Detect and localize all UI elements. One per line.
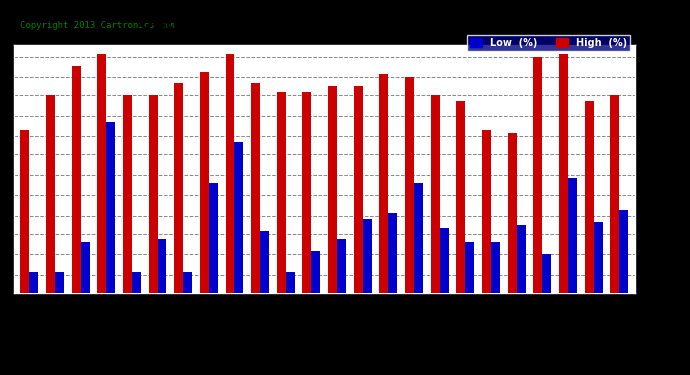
- Bar: [106, 122, 115, 351]
- Bar: [584, 101, 593, 351]
- Text: Outdoor Humidity Daily High/Low 20130725: Outdoor Humidity Daily High/Low 20130725: [139, 15, 551, 33]
- Bar: [251, 83, 260, 351]
- Bar: [466, 242, 475, 351]
- Bar: [174, 83, 183, 351]
- Bar: [209, 183, 218, 351]
- Bar: [97, 54, 106, 351]
- Bar: [593, 222, 603, 351]
- Bar: [46, 95, 55, 351]
- Bar: [380, 75, 388, 351]
- Bar: [277, 92, 286, 351]
- Bar: [72, 66, 81, 351]
- Bar: [611, 95, 620, 351]
- Bar: [328, 86, 337, 351]
- Bar: [81, 242, 90, 351]
- Bar: [482, 130, 491, 351]
- Bar: [311, 251, 320, 351]
- Bar: [235, 142, 244, 351]
- Bar: [226, 54, 235, 351]
- Bar: [568, 178, 577, 351]
- Bar: [123, 95, 132, 351]
- Bar: [20, 130, 29, 351]
- Bar: [457, 101, 466, 351]
- Bar: [363, 219, 372, 351]
- Bar: [148, 95, 157, 351]
- Bar: [200, 72, 209, 351]
- Bar: [55, 272, 64, 351]
- Text: Copyright 2013 Cartronics.com: Copyright 2013 Cartronics.com: [20, 21, 176, 30]
- Bar: [440, 228, 449, 351]
- Legend: Low  (%), High  (%): Low (%), High (%): [467, 35, 630, 51]
- Bar: [431, 95, 440, 351]
- Bar: [183, 272, 192, 351]
- Bar: [157, 240, 166, 351]
- Bar: [337, 240, 346, 351]
- Bar: [533, 57, 542, 351]
- Bar: [354, 86, 363, 351]
- Bar: [491, 242, 500, 351]
- Bar: [260, 231, 269, 351]
- Bar: [286, 272, 295, 351]
- Bar: [620, 210, 629, 351]
- Bar: [29, 272, 38, 351]
- Bar: [388, 213, 397, 351]
- Bar: [132, 272, 141, 351]
- Bar: [559, 54, 568, 351]
- Bar: [302, 92, 311, 351]
- Bar: [414, 183, 423, 351]
- Bar: [405, 77, 414, 351]
- Bar: [542, 254, 551, 351]
- Bar: [517, 225, 526, 351]
- Bar: [508, 134, 517, 351]
